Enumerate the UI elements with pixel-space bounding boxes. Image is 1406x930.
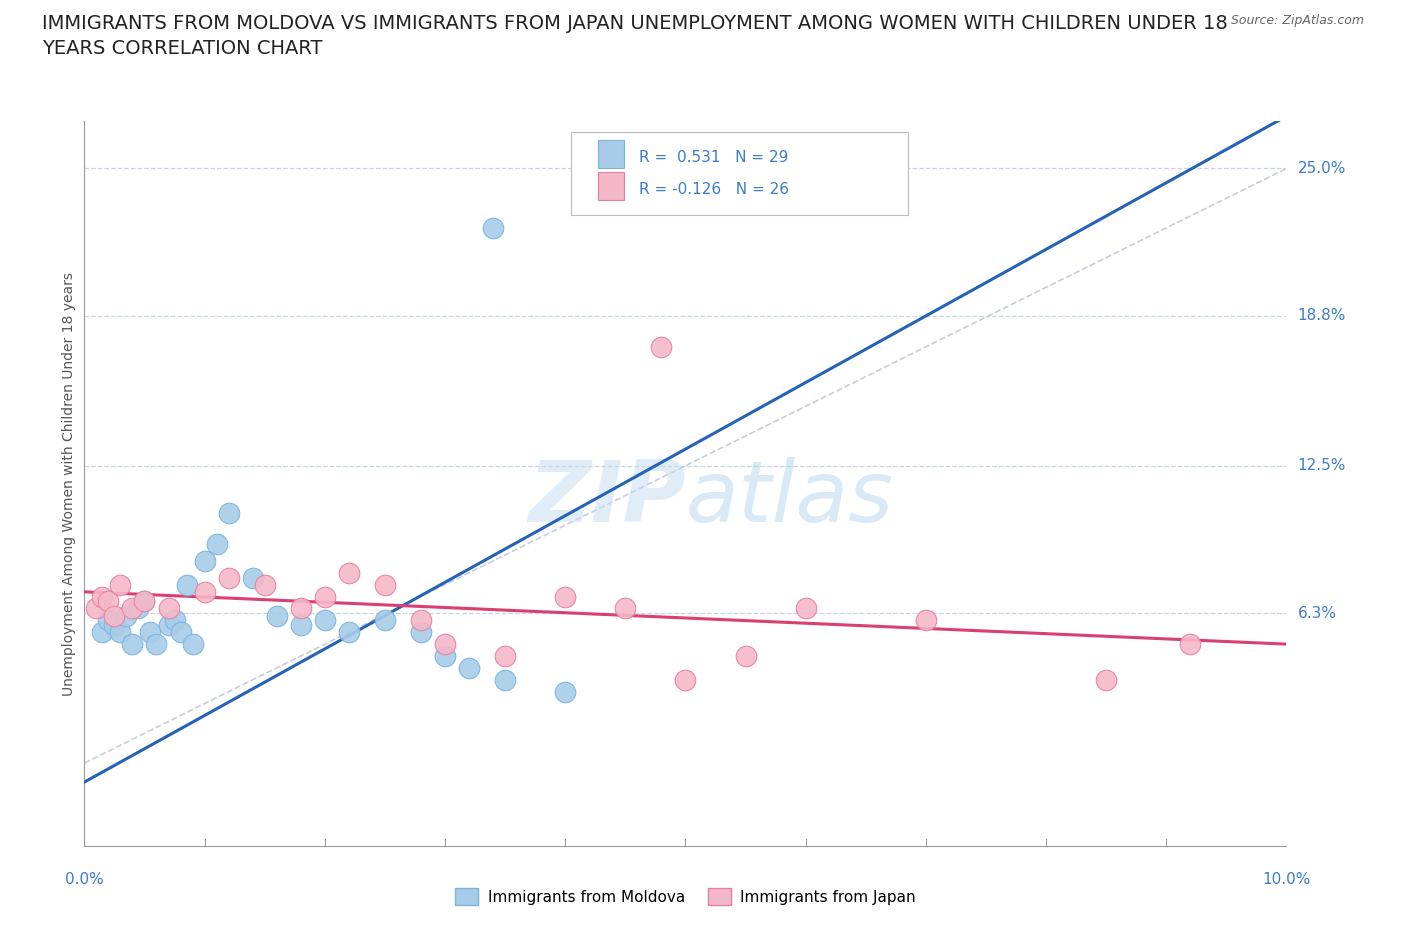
Point	[242, 570, 264, 585]
Y-axis label: Unemployment Among Women with Children Under 18 years: Unemployment Among Women with Children U…	[62, 272, 76, 696]
Text: 10.0%: 10.0%	[1263, 872, 1310, 887]
Point	[650, 339, 672, 354]
Text: YEARS CORRELATION CHART: YEARS CORRELATION CHART	[42, 39, 323, 58]
Point	[337, 625, 360, 640]
Point	[290, 618, 312, 632]
Point	[314, 613, 336, 628]
Point	[614, 601, 637, 616]
Point	[554, 684, 576, 699]
Text: 0.0%: 0.0%	[65, 872, 104, 887]
Point	[110, 578, 132, 592]
Point	[494, 648, 516, 663]
Point	[794, 601, 817, 616]
Point	[194, 584, 217, 599]
Text: Source: ZipAtlas.com: Source: ZipAtlas.com	[1230, 14, 1364, 27]
Point	[734, 648, 756, 663]
Point	[218, 570, 240, 585]
Point	[103, 608, 125, 623]
Point	[91, 589, 114, 604]
Point	[139, 625, 162, 640]
Point	[176, 578, 198, 592]
Text: 25.0%: 25.0%	[1298, 161, 1346, 176]
Point	[482, 220, 505, 235]
FancyBboxPatch shape	[571, 132, 908, 215]
Point	[205, 537, 228, 551]
Point	[409, 625, 432, 640]
Point	[97, 594, 120, 609]
Point	[266, 608, 288, 623]
Text: 18.8%: 18.8%	[1298, 309, 1346, 324]
Point	[554, 589, 576, 604]
Point	[434, 637, 457, 652]
Text: atlas: atlas	[686, 457, 893, 539]
Point	[374, 578, 396, 592]
Point	[374, 613, 396, 628]
Point	[134, 594, 156, 609]
Point	[434, 648, 457, 663]
Point	[1180, 637, 1202, 652]
Point	[91, 625, 114, 640]
Point	[194, 553, 217, 568]
Point	[218, 506, 240, 521]
Point	[915, 613, 938, 628]
Point	[169, 625, 191, 640]
Point	[121, 637, 143, 652]
Point	[675, 672, 697, 687]
Point	[103, 618, 125, 632]
FancyBboxPatch shape	[598, 140, 624, 168]
Point	[157, 601, 180, 616]
Point	[314, 589, 336, 604]
Point	[409, 613, 432, 628]
Point	[121, 601, 143, 616]
Point	[494, 672, 516, 687]
Point	[97, 613, 120, 628]
Point	[458, 660, 481, 675]
Point	[253, 578, 276, 592]
Text: ZIP: ZIP	[527, 457, 686, 539]
Text: R = -0.126   N = 26: R = -0.126 N = 26	[638, 182, 789, 197]
Point	[127, 601, 149, 616]
Point	[115, 608, 138, 623]
Text: R =  0.531   N = 29: R = 0.531 N = 29	[638, 150, 787, 166]
Point	[86, 601, 108, 616]
Point	[1095, 672, 1118, 687]
Text: 6.3%: 6.3%	[1298, 605, 1337, 620]
Point	[110, 625, 132, 640]
Point	[145, 637, 167, 652]
Point	[337, 565, 360, 580]
Text: 12.5%: 12.5%	[1298, 458, 1346, 473]
Legend: Immigrants from Moldova, Immigrants from Japan: Immigrants from Moldova, Immigrants from…	[450, 883, 921, 911]
Point	[290, 601, 312, 616]
Point	[134, 594, 156, 609]
Point	[163, 613, 186, 628]
FancyBboxPatch shape	[598, 172, 624, 200]
Text: IMMIGRANTS FROM MOLDOVA VS IMMIGRANTS FROM JAPAN UNEMPLOYMENT AMONG WOMEN WITH C: IMMIGRANTS FROM MOLDOVA VS IMMIGRANTS FR…	[42, 14, 1227, 33]
Point	[157, 618, 180, 632]
Point	[181, 637, 204, 652]
